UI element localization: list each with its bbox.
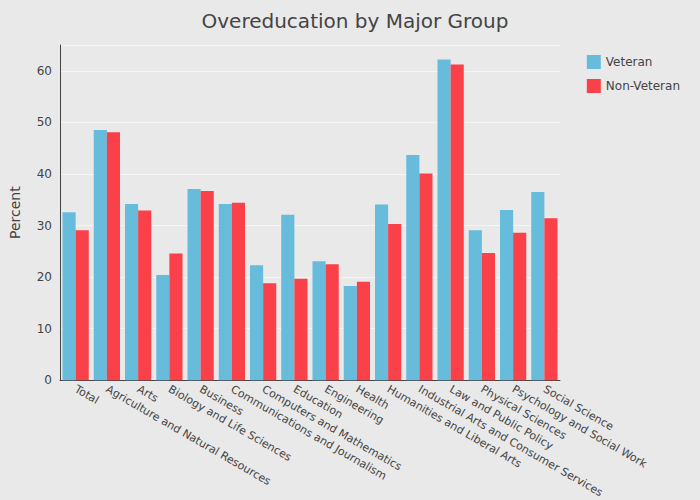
svg-text:Industrial Arts and Consumer S: Industrial Arts and Consumer Services — [416, 382, 605, 500]
svg-text:Psychology and Social Work: Psychology and Social Work — [510, 383, 650, 471]
svg-text:50: 50 — [37, 115, 52, 129]
svg-text:Business: Business — [197, 382, 246, 419]
svg-text:Biology and Life Sciences: Biology and Life Sciences — [166, 382, 294, 464]
svg-text:Humanities and Liberal Arts: Humanities and Liberal Arts — [384, 382, 524, 471]
svg-text:Physical Sciences: Physical Sciences — [478, 382, 569, 443]
svg-text:Engineering: Engineering — [322, 382, 386, 427]
svg-text:Social Science: Social Science — [541, 383, 616, 434]
svg-text:Law and Public Policy: Law and Public Policy — [447, 382, 556, 453]
svg-text:Education: Education — [291, 382, 345, 422]
svg-text:10: 10 — [37, 322, 52, 336]
svg-text:Arts: Arts — [135, 383, 161, 405]
svg-text:40: 40 — [37, 167, 52, 181]
svg-text:60: 60 — [37, 64, 52, 78]
svg-text:Computers and Mathematics: Computers and Mathematics — [260, 383, 404, 474]
svg-text:Agriculture and Natural Resour: Agriculture and Natural Resources — [103, 382, 274, 488]
svg-text:Veteran: Veteran — [606, 55, 653, 69]
svg-text:Overeducation by Major Group: Overeducation by Major Group — [202, 9, 509, 33]
svg-text:Total: Total — [72, 382, 102, 407]
svg-text:0: 0 — [44, 373, 52, 387]
svg-text:Percent: Percent — [7, 186, 23, 239]
svg-text:20: 20 — [37, 270, 52, 284]
svg-text:Non-Veteran: Non-Veteran — [606, 79, 680, 93]
svg-text:Communications and Journalism: Communications and Journalism — [228, 382, 389, 483]
svg-text:30: 30 — [37, 219, 52, 233]
svg-text:Health: Health — [354, 383, 392, 412]
